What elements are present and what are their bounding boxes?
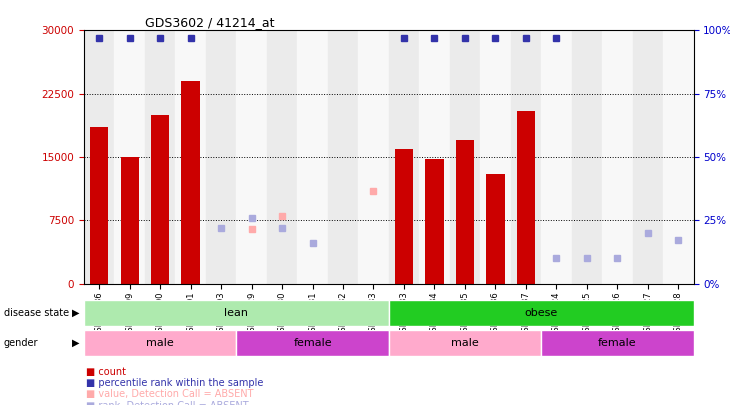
Text: ▶: ▶ [72,338,79,348]
Bar [145,30,175,284]
Bar [426,159,444,284]
Bar [541,30,572,284]
Text: ■ value, Detection Call = ABSENT: ■ value, Detection Call = ABSENT [86,389,253,399]
Bar [84,30,115,284]
Bar [267,30,297,284]
Bar [389,30,419,284]
Bar [175,30,206,284]
Text: lean: lean [224,308,248,318]
Text: gender: gender [4,338,38,348]
Bar [84,300,388,326]
Bar [206,30,237,284]
Text: ▶: ▶ [72,308,79,318]
Bar [450,30,480,284]
Text: male: male [146,338,174,348]
Bar [572,30,602,284]
Text: female: female [598,338,637,348]
Bar [632,30,663,284]
Bar [237,30,267,284]
Bar [419,30,450,284]
Bar [237,330,388,356]
Text: ■ count: ■ count [86,367,126,377]
Text: GDS3602 / 41214_at: GDS3602 / 41214_at [145,16,274,29]
Bar [480,30,511,284]
Text: obese: obese [524,308,558,318]
Text: disease state: disease state [4,308,69,318]
Bar [511,30,541,284]
Bar [115,30,145,284]
Text: ■ percentile rank within the sample: ■ percentile rank within the sample [86,378,264,388]
Bar [328,30,358,284]
Bar [602,30,632,284]
Text: female: female [293,338,332,348]
Bar [297,30,328,284]
Bar [388,300,694,326]
Bar [517,111,535,284]
Bar [120,157,139,284]
Bar [358,30,388,284]
Bar [456,140,474,284]
Bar [151,115,169,284]
Bar [388,330,541,356]
Text: male: male [451,338,479,348]
Bar [182,81,200,284]
Bar [541,330,693,356]
Bar [90,128,108,284]
Bar [84,330,237,356]
Bar [395,149,413,284]
Bar [486,174,504,284]
Bar [663,30,694,284]
Text: ■ rank, Detection Call = ABSENT: ■ rank, Detection Call = ABSENT [86,401,249,405]
